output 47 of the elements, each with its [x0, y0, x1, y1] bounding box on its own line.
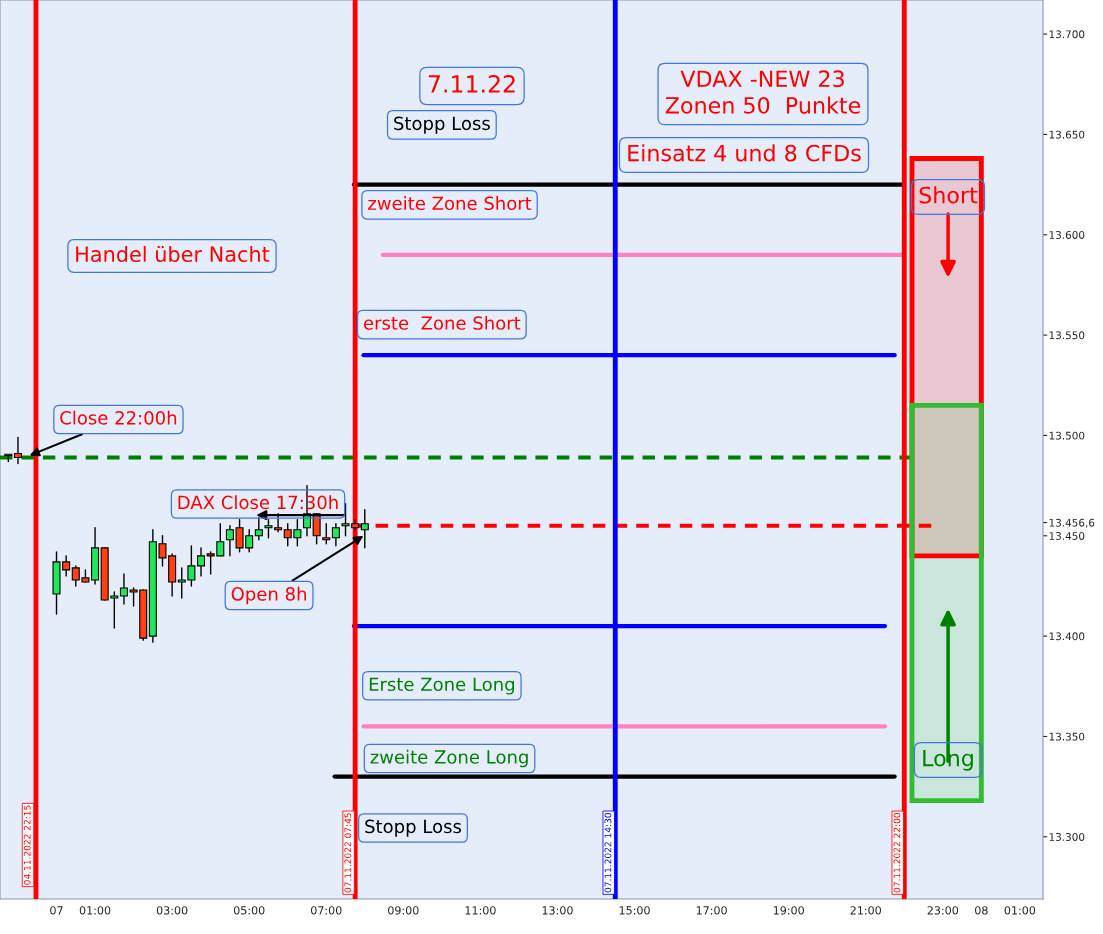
candlestick — [13, 436, 23, 465]
annotation: Handel über Nacht — [76, 245, 270, 263]
annotation: zweite Zone Short — [368, 196, 532, 211]
x-tick-label: 07 — [50, 906, 63, 915]
y-tick-label: 13.350 — [1049, 732, 1085, 741]
x-tick-label: 15:00 — [619, 906, 650, 915]
x-tick-label: 11:00 — [465, 906, 496, 915]
x-tick-label: 01:00 — [1004, 906, 1036, 915]
candlestick — [331, 523, 340, 547]
x-tick-label: 21:00 — [850, 906, 882, 915]
annotation: VDAX -NEW 23 Zonen 50 Punkte — [665, 70, 861, 114]
annotation: Erste Zone Long — [369, 677, 514, 695]
x-tick-label: 05:00 — [233, 906, 265, 915]
y-tick-label: 13.650 — [1049, 130, 1085, 139]
annotation: 7.11.22 — [428, 74, 515, 93]
annotation: Einsatz 4 und 8 CFDs — [628, 144, 861, 162]
x-tick-label: 17:00 — [696, 906, 727, 915]
annotation: Stopp Loss — [365, 819, 462, 837]
y-tick-label: 13.500 — [1049, 431, 1085, 440]
x-tick-label: 09:00 — [388, 906, 419, 915]
x-tick-label: 19:00 — [773, 906, 804, 915]
candlestick — [360, 509, 369, 549]
ref-line-label: 07.11.2022 22:00 — [893, 813, 901, 893]
candlestick — [322, 523, 331, 545]
y-tick-label: 13.700 — [1049, 30, 1085, 39]
y-tick-label: 13.400 — [1049, 632, 1085, 641]
annotation: Close 22:00h — [60, 410, 177, 425]
annotation: Stopp Loss — [394, 116, 490, 134]
annotation: Long — [923, 749, 973, 771]
annotation: 04.11.2022 22:15 — [23, 805, 31, 885]
y-tick-label: 13.450 — [1049, 532, 1085, 540]
x-tick-label: 23:00 — [927, 906, 959, 915]
ref-line-label: 07.11.2022 14:30 — [604, 813, 612, 893]
annotation: erste Zone Short — [363, 315, 521, 330]
annotation: Short — [919, 186, 978, 204]
y-tick-label: 13.550 — [1049, 331, 1085, 340]
x-tick-label: 08 — [975, 906, 988, 915]
x-tick-label: 13:00 — [542, 906, 573, 915]
ref-line-label: 07.11.2022 07:45 — [344, 813, 352, 893]
annotation: Open 8h — [231, 586, 306, 605]
y-tick-label: 13.600 — [1049, 231, 1085, 239]
x-tick-label: 07:00 — [310, 906, 342, 915]
y-tick-label: 13.300 — [1049, 833, 1085, 841]
x-tick-label: 01:00 — [79, 906, 111, 915]
y-tick-label: 13.456,6 — [1049, 518, 1095, 528]
annotation: zweite Zone Long — [370, 749, 528, 768]
x-tick-label: 03:00 — [156, 906, 188, 915]
